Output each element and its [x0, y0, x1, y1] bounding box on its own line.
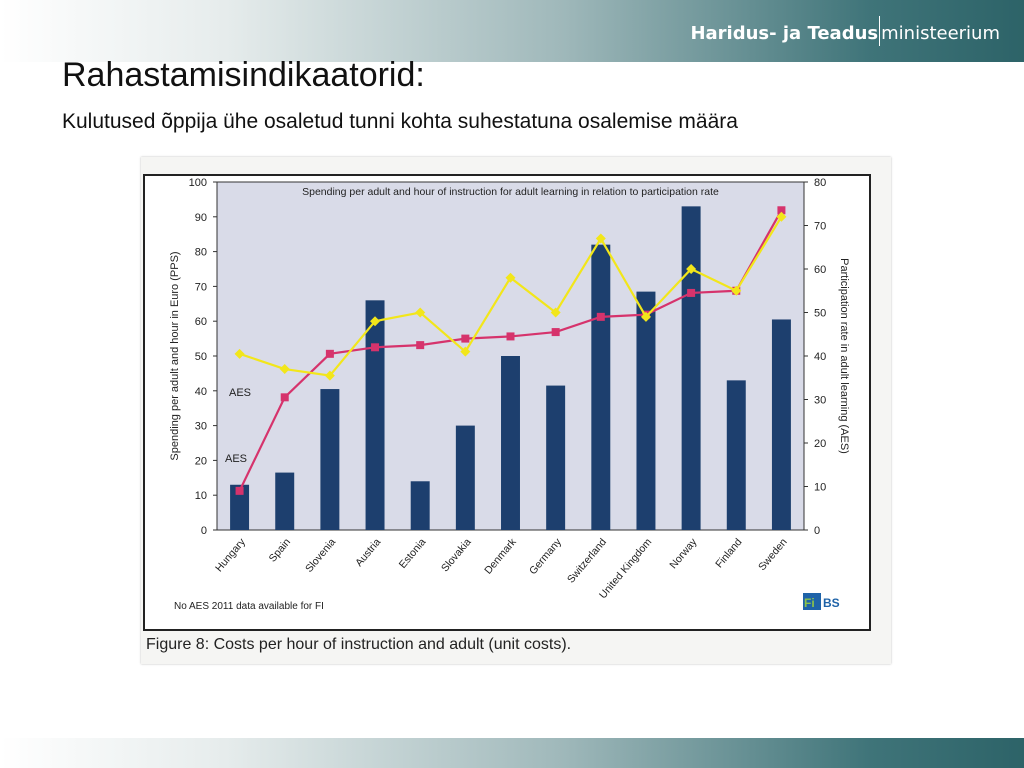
bar-norway: [681, 206, 701, 531]
slide-title: Rahastamisindikaatorid:: [62, 56, 425, 94]
pink-marker: [551, 328, 560, 337]
bar-united-kingdom: [636, 291, 656, 530]
figure-caption: Figure 8: Costs per hour of instruction …: [146, 636, 572, 653]
yellow-marker: [505, 272, 516, 283]
y-tick-label: 50: [195, 351, 207, 363]
fibs-logo-bs: BS: [823, 596, 840, 610]
y2-tick-label: 50: [814, 308, 826, 320]
pink-marker: [416, 341, 425, 350]
y-tick-label: 30: [195, 421, 207, 433]
bar-spain: [275, 472, 295, 530]
y-tick-label: 20: [195, 455, 207, 467]
bar-slovakia: [455, 425, 475, 530]
y2-tick-label: 30: [814, 395, 826, 407]
y2-tick-label: 0: [814, 525, 820, 537]
pink-marker: [596, 312, 605, 321]
y-tick-label: 70: [195, 281, 207, 293]
y-tick-label: 10: [195, 490, 207, 502]
logo-bold-text: Haridus- ja Teadus: [690, 22, 879, 44]
y-tick-label: 0: [201, 525, 207, 537]
header-band: [0, 0, 1024, 62]
pink-marker: [371, 343, 380, 352]
pink-marker: [777, 206, 786, 215]
ministry-logo: Haridus- ja Teadus ministeerium: [690, 16, 1000, 48]
pink-marker: [687, 288, 696, 297]
chart-note: No AES 2011 data available for FI: [174, 601, 324, 612]
yellow-marker: [550, 307, 561, 318]
y2-tick-label: 70: [814, 221, 826, 233]
footer-band: [0, 738, 1024, 768]
pink-marker: [325, 349, 334, 358]
pink-marker: [280, 393, 289, 402]
logo-divider: [879, 16, 881, 46]
chart-svg: Spending per adult and hour of instructi…: [143, 174, 871, 631]
y-tick-label: 80: [195, 247, 207, 259]
y-tick-label: 40: [195, 386, 207, 398]
yellow-marker: [370, 316, 381, 327]
yellow-marker: [460, 346, 471, 357]
bar-estonia: [410, 481, 430, 530]
fibs-logo-fi: Fi: [804, 596, 815, 610]
y-tick-label: 90: [195, 212, 207, 224]
yellow-marker: [595, 233, 606, 244]
bar-switzerland: [591, 244, 611, 530]
y-axis-label: Spending per adult and hour in Euro (PPS…: [169, 251, 181, 460]
yellow-marker: [731, 285, 742, 296]
y2-axis-label: Participation rate in adult learning (AE…: [838, 258, 850, 454]
y-tick-label: 100: [189, 177, 207, 189]
bar-finland: [726, 380, 746, 530]
y2-tick-label: 20: [814, 438, 826, 450]
logo-light-text: ministeerium: [881, 22, 1000, 44]
figure-frame: Spending per adult and hour of instructi…: [141, 157, 891, 664]
yellow-marker: [279, 364, 290, 375]
pink-marker: [461, 334, 470, 343]
chart-title: Spending per adult and hour of instructi…: [302, 186, 719, 198]
y2-tick-label: 80: [814, 177, 826, 189]
bar-sweden: [771, 319, 791, 530]
bar-germany: [546, 385, 566, 530]
yellow-marker: [686, 264, 697, 274]
aes-annotation: AES: [229, 387, 251, 399]
yellow-marker: [640, 311, 651, 322]
pink-marker: [506, 332, 515, 341]
y-tick-label: 60: [195, 316, 207, 328]
y2-tick-label: 40: [814, 351, 826, 363]
y2-tick-label: 60: [814, 264, 826, 276]
bar-hungary: [230, 484, 250, 530]
yellow-marker: [776, 211, 787, 222]
yellow-marker: [324, 370, 335, 381]
yellow-marker: [234, 348, 245, 359]
bar-austria: [365, 300, 385, 530]
aes-annotation: AES: [225, 453, 247, 465]
bar-denmark: [501, 356, 520, 530]
yellow-marker: [415, 307, 426, 318]
pink-marker: [235, 486, 244, 495]
bar-slovenia: [320, 389, 340, 530]
fibs-logo-box: [803, 593, 821, 610]
y2-tick-label: 10: [814, 482, 826, 494]
slide-subtitle: Kulutused õppija ühe osaletud tunni koht…: [62, 110, 738, 133]
